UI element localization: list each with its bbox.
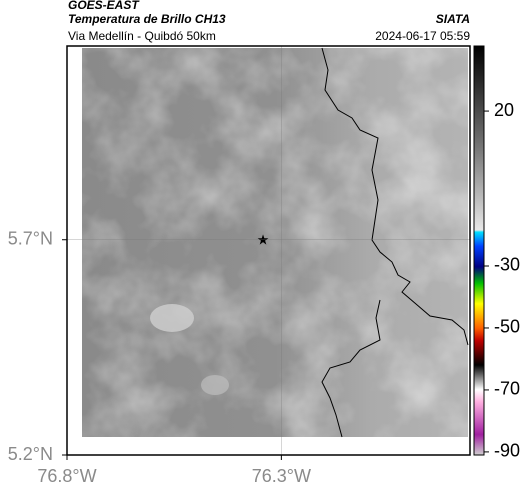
colorbar <box>473 45 485 456</box>
boundary <box>321 299 381 438</box>
colorbar-label: -50 <box>494 317 520 337</box>
brightness-texture <box>82 48 468 437</box>
source: SIATA <box>436 12 470 26</box>
colorbar-label: -30 <box>494 255 520 275</box>
colorbar-label: -70 <box>494 379 520 399</box>
subtitle: Temperatura de Brillo CH13 <box>68 12 226 26</box>
boundary <box>321 47 469 346</box>
y-tick-label: 5.7°N <box>8 228 53 248</box>
colorbar-label: -90 <box>494 441 520 461</box>
map-frame <box>66 45 471 456</box>
x-tick-label: 76.3°W <box>252 466 311 486</box>
y-tick-label: 5.2°N <box>8 444 53 464</box>
colorbar-label: 20 <box>494 100 514 120</box>
x-tick-label: 76.8°W <box>37 466 96 486</box>
bright-patch <box>201 375 229 395</box>
datetime: 2024-06-17 05:59 <box>375 29 470 43</box>
location: Via Medellín - Quibdó 50km <box>68 29 216 43</box>
title: GOES-EAST <box>68 0 140 12</box>
bright-patch <box>150 304 194 332</box>
